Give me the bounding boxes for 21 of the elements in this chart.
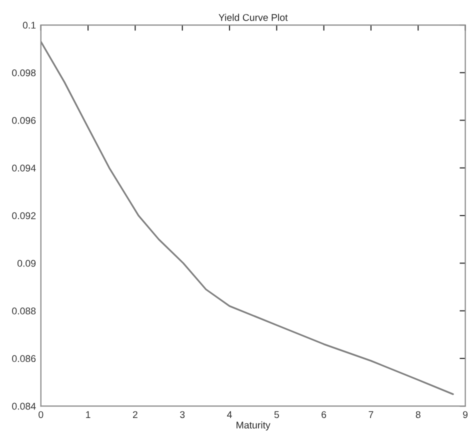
x-tick-label: 0 [38, 411, 44, 418]
x-tick-label: 9 [463, 411, 468, 418]
x-tick-label: 7 [368, 411, 374, 418]
y-tick-label: 0.088 [12, 308, 36, 314]
x-tick-label: 5 [274, 411, 279, 418]
y-tick-label: 0.086 [12, 355, 36, 362]
x-tick-label: 6 [322, 411, 326, 418]
y-tick-label: 0.09 [17, 260, 36, 267]
y-tick-label: 0.094 [12, 164, 36, 172]
y-tick-label: 0.1 [22, 22, 36, 29]
x-tick-label: 8 [416, 411, 420, 418]
y-tick-label: 0.096 [12, 117, 36, 124]
chart-title: Yield Curve Plot [218, 14, 288, 21]
x-tick-label: 2 [132, 411, 138, 418]
y-tick-label: 0.084 [12, 402, 36, 410]
x-tick-label: 3 [180, 411, 185, 418]
x-axis-title: Maturity [236, 421, 270, 430]
y-tick-label: 0.098 [12, 69, 36, 76]
x-tick-label: 4 [227, 411, 232, 418]
y-tick-label: 0.092 [12, 212, 36, 220]
x-tick-label: 1 [86, 411, 90, 418]
